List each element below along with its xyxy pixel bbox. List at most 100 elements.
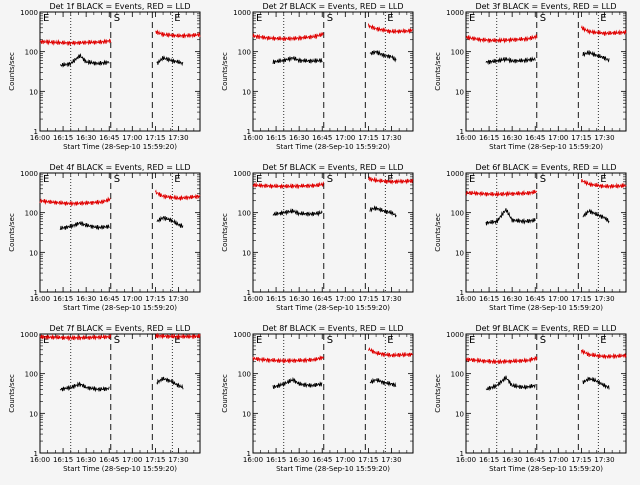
chart-panel: Det 4f BLACK = Events, RED = LLD 1 10 100 10… — [8, 163, 201, 312]
y-tick-label: 100 — [25, 49, 38, 57]
y-axis-label: Counts/sec — [221, 374, 229, 413]
y-tick-label: 100 — [25, 371, 38, 379]
y-tick-label: 10 — [242, 410, 251, 418]
lld-series-line — [465, 355, 538, 365]
x-tick-label: 16:15 — [53, 456, 73, 464]
y-tick-label: 100 — [451, 371, 464, 379]
x-axis-label: Start Time (28-Sep-10 15:59:20) — [63, 143, 177, 151]
events-series-line — [156, 215, 184, 228]
x-tick-label: 16:30 — [289, 295, 309, 303]
x-tick-label: 16:30 — [289, 134, 309, 142]
x-tick-label: 17:15 — [145, 134, 165, 142]
x-tick-label: 17:30 — [594, 456, 614, 464]
y-tick-label: 10 — [455, 88, 464, 96]
x-tick-label: 16:00 — [243, 134, 263, 142]
interval-marker-label: E — [256, 174, 262, 185]
y-tick-label: 1000 — [20, 9, 38, 17]
x-tick-label: 16:30 — [76, 134, 96, 142]
y-tick-label: 10 — [455, 410, 464, 418]
events-series-line — [272, 56, 323, 64]
x-tick-label: 17:00 — [122, 456, 142, 464]
interval-marker-label: E — [469, 335, 475, 346]
x-tick-label: 17:15 — [358, 295, 378, 303]
events-series-line — [156, 55, 184, 67]
x-tick-label: 16:15 — [266, 295, 286, 303]
y-tick-label: 1000 — [446, 331, 464, 339]
y-tick-label: 1000 — [20, 170, 38, 178]
events-series-line — [369, 49, 397, 63]
events-series-line — [582, 50, 610, 63]
x-tick-label: 16:15 — [53, 134, 73, 142]
x-tick-label: 16:45 — [99, 456, 119, 464]
chart-title: Det 3f BLACK = Events, RED = LLD — [475, 2, 616, 11]
y-tick-label: 1000 — [233, 331, 251, 339]
y-tick-label: 1 — [460, 289, 464, 297]
x-tick-label: 17:30 — [168, 456, 188, 464]
chart-title: Det 2f BLACK = Events, RED = LLD — [262, 2, 403, 11]
events-series-line — [59, 381, 110, 393]
y-tick-label: 1 — [460, 128, 464, 136]
chart-panel: Det 5f BLACK = Events, RED = LLD 1 10 100 10… — [221, 163, 414, 312]
x-tick-label: 16:00 — [456, 134, 476, 142]
plot-frame — [252, 333, 414, 454]
interval-marker-label: E — [469, 13, 475, 24]
x-tick-label: 17:00 — [335, 456, 355, 464]
interval-marker-label: E — [387, 13, 393, 24]
x-tick-label: 16:45 — [525, 295, 545, 303]
events-series-line — [59, 221, 110, 231]
interval-marker-label: E — [256, 335, 262, 346]
x-tick-label: 17:00 — [548, 456, 568, 464]
y-tick-label: 1000 — [233, 9, 251, 17]
interval-marker-label: S — [540, 13, 546, 24]
x-tick-label: 17:30 — [594, 134, 614, 142]
x-tick-label: 16:45 — [99, 295, 119, 303]
y-tick-label: 1 — [247, 450, 251, 458]
interval-marker-label: S — [540, 335, 546, 346]
lld-series-line — [252, 31, 324, 42]
events-series-line — [485, 56, 536, 66]
events-series-line — [369, 377, 397, 388]
interval-marker-label: E — [43, 335, 49, 346]
y-tick-label: 1 — [460, 450, 464, 458]
lld-series-line — [580, 349, 627, 360]
x-axis-label: Start Time (28-Sep-10 15:59:20) — [489, 143, 603, 151]
events-series-line — [272, 376, 323, 390]
y-tick-label: 1 — [247, 289, 251, 297]
x-axis-label: Start Time (28-Sep-10 15:59:20) — [489, 465, 603, 473]
plot-frame — [39, 172, 201, 293]
plot-frame — [465, 11, 627, 132]
y-axis-label: Counts/sec — [434, 52, 442, 91]
x-tick-label: 17:30 — [168, 295, 188, 303]
y-tick-label: 10 — [29, 410, 38, 418]
chart-title: Det 8f BLACK = Events, RED = LLD — [262, 324, 403, 333]
lld-series-line — [154, 189, 201, 201]
interval-marker-label: S — [540, 174, 546, 185]
y-axis-label: Counts/sec — [221, 52, 229, 91]
x-tick-label: 16:45 — [312, 134, 332, 142]
x-tick-label: 17:00 — [548, 134, 568, 142]
x-tick-label: 17:15 — [571, 295, 591, 303]
plot-frame — [252, 172, 414, 293]
x-axis-label: Start Time (28-Sep-10 15:59:20) — [276, 304, 390, 312]
x-tick-label: 17:15 — [571, 134, 591, 142]
lld-series-line — [39, 196, 111, 207]
y-tick-label: 1000 — [446, 170, 464, 178]
interval-marker-label: E — [174, 13, 180, 24]
x-tick-label: 17:00 — [548, 295, 568, 303]
x-tick-label: 17:30 — [381, 456, 401, 464]
lld-series-line — [465, 189, 538, 198]
plot-frame — [39, 333, 201, 454]
interval-marker-label: E — [600, 335, 606, 346]
x-tick-label: 16:15 — [479, 295, 499, 303]
x-tick-label: 16:00 — [30, 456, 50, 464]
x-tick-label: 16:00 — [243, 456, 263, 464]
events-series-line — [582, 208, 610, 224]
events-series-line — [272, 208, 323, 217]
y-tick-label: 100 — [25, 210, 38, 218]
lld-series-line — [252, 355, 325, 365]
events-series-line — [582, 376, 610, 390]
interval-marker-label: E — [600, 13, 606, 24]
chart-panel: Det 2f BLACK = Events, RED = LLD 1 10 100 10… — [221, 2, 414, 151]
x-tick-label: 16:15 — [266, 456, 286, 464]
